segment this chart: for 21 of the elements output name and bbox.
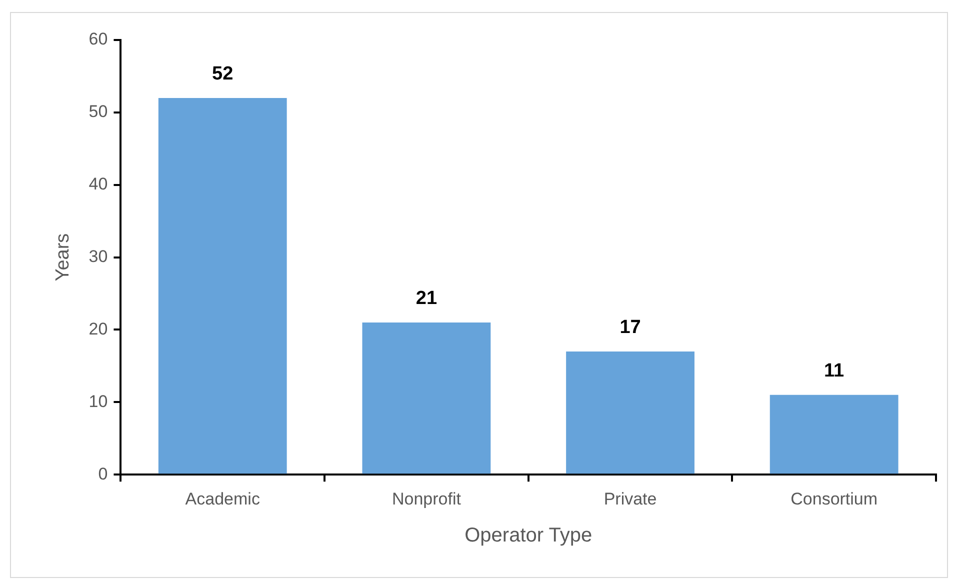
y-tick-label: 50	[88, 102, 108, 122]
y-tick-label: 30	[88, 246, 108, 266]
x-tick-label: Academic	[185, 489, 260, 508]
x-tick-label: Nonprofit	[392, 489, 462, 508]
y-axis-title: Years	[52, 233, 74, 282]
bar	[566, 351, 694, 474]
y-tick-label: 60	[88, 30, 108, 49]
x-axis-title: Operator Type	[464, 524, 592, 547]
x-tick-label: Consortium	[790, 489, 878, 508]
data-label: 17	[620, 317, 641, 338]
data-label: 11	[824, 360, 845, 382]
data-label: 21	[416, 288, 438, 310]
data-label: 52	[212, 64, 234, 85]
y-tick-label: 40	[88, 174, 108, 194]
bar	[770, 394, 898, 474]
y-tick-label: 20	[88, 319, 108, 338]
y-tick-label: 0	[98, 464, 108, 484]
bar	[158, 98, 287, 474]
bar	[362, 322, 491, 474]
y-tick-label: 10	[88, 392, 108, 411]
x-tick-label: Private	[604, 489, 657, 508]
